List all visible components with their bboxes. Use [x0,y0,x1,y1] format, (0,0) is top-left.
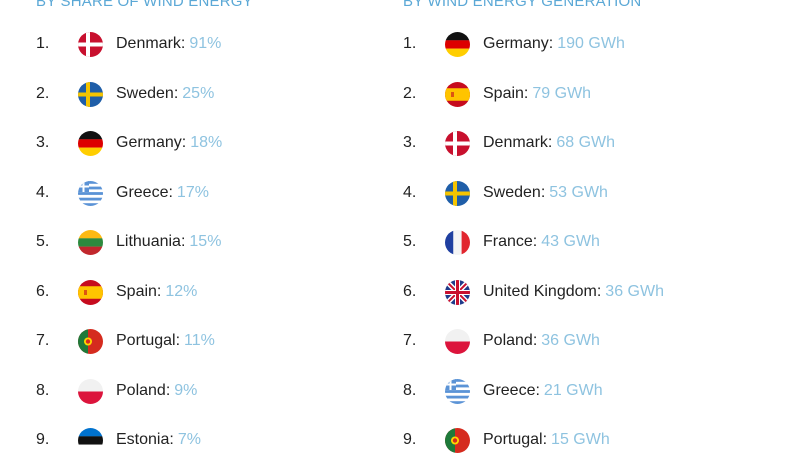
ranking-row-poland: 8. Poland: 9% [36,376,197,406]
spain-flag-icon [78,279,103,305]
portugal-flag-icon [78,328,103,354]
ranking-value: 7% [177,431,201,448]
ranking-row-poland: 7. Poland: 36 GWh [403,326,600,356]
ranking-value: 68 GWh [556,134,616,151]
portugal-flag-icon [445,427,470,453]
rank-number: 1. [36,35,50,52]
country-name: Estonia: [116,431,174,448]
generation-ranking-title: BY WIND ENERGY GENERATION [403,0,642,10]
rank-number: 3. [36,134,50,151]
ranking-value: 190 GWh [557,35,625,52]
ranking-value: 11% [184,332,215,349]
ranking-row-spain: 6. Spain: 12% [36,277,197,307]
rank-number: 2. [403,85,417,102]
ranking-row-estonia: 9. Estonia: 7% [36,425,201,455]
country-name: Greece: [483,382,540,399]
country-name: Spain: [116,283,162,300]
greece-flag-icon [78,180,103,206]
rank-number: 9. [403,431,417,448]
ranking-row-lithuania: 5. Lithuania: 15% [36,227,221,257]
poland-flag-icon [445,328,470,354]
ranking-row-denmark: 3. Denmark: 68 GWh [403,128,615,158]
country-name: Sweden: [483,184,546,201]
rank-number: 4. [403,184,417,201]
rank-number: 8. [36,382,50,399]
united-kingdom-flag-icon [445,279,470,305]
rank-number: 4. [36,184,50,201]
ranking-value: 36 GWh [541,332,600,349]
poland-flag-icon [78,378,103,404]
country-name: Poland: [116,382,171,399]
ranking-row-portugal: 9. Portugal: 15 GWh [403,425,610,455]
sweden-flag-icon [78,81,103,107]
ranking-value: 9% [174,382,198,399]
country-name: United Kingdom: [483,283,602,300]
country-name: Portugal: [483,431,548,448]
rank-number: 6. [403,283,417,300]
ranking-row-united-kingdom: 6. United Kingdom: 36 GWh [403,277,664,307]
ranking-row-greece: 4. Greece: 17% [36,178,209,208]
ranking-row-sweden: 2. Sweden: 25% [36,79,214,109]
country-name: France: [483,233,538,250]
ranking-row-france: 5. France: 43 GWh [403,227,600,257]
country-name: Spain: [483,85,529,102]
ranking-value: 18% [190,134,223,151]
denmark-flag-icon [78,31,103,57]
spain-flag-icon [445,81,470,107]
generation-ranking-column: BY WIND ENERGY GENERATION 1. Germany: 190 … [403,0,763,453]
rank-number: 1. [403,35,417,52]
rank-number: 7. [36,332,50,349]
rank-number: 7. [403,332,417,349]
germany-flag-icon [78,130,103,156]
ranking-value: 12% [165,283,198,300]
country-name: Germany: [116,134,187,151]
ranking-value: 53 GWh [549,184,608,201]
rank-number: 5. [36,233,50,250]
ranking-value: 36 GWh [605,283,664,300]
rank-number: 2. [36,85,50,102]
rank-number: 6. [36,283,50,300]
ranking-value: 43 GWh [541,233,600,250]
rank-number: 9. [36,431,50,448]
ranking-row-germany: 3. Germany: 18% [36,128,222,158]
ranking-row-denmark: 1. Denmark: 91% [36,29,221,59]
germany-flag-icon [445,31,470,57]
country-name: Lithuania: [116,233,186,250]
share-ranking-column: BY SHARE OF WIND ENERGY 1. Denmark: 91% 2. S… [36,0,396,453]
ranking-value: 17% [176,184,209,201]
estonia-flag-icon [78,427,103,453]
ranking-row-spain: 2. Spain: 79 GWh [403,79,591,109]
ranking-value: 21 GWh [543,382,603,399]
country-name: Denmark: [483,134,553,151]
ranking-row-greece: 8. Greece: 21 GWh [403,376,603,406]
ranking-row-germany: 1. Germany: 190 GWh [403,29,625,59]
ranking-row-portugal: 7. Portugal: 11% [36,326,215,356]
country-name: Denmark: [116,35,186,52]
country-name: Portugal: [116,332,181,349]
share-ranking-title: BY SHARE OF WIND ENERGY [36,0,253,10]
ranking-row-sweden: 4. Sweden: 53 GWh [403,178,608,208]
rank-number: 8. [403,382,417,399]
lithuania-flag-icon [78,229,103,255]
sweden-flag-icon [445,180,470,206]
ranking-value: 15 GWh [551,431,610,448]
rank-number: 3. [403,134,417,151]
france-flag-icon [445,229,470,255]
country-name: Poland: [483,332,538,349]
ranking-value: 25% [182,85,215,102]
denmark-flag-icon [445,130,470,156]
ranking-value: 79 GWh [532,85,592,102]
rank-number: 5. [403,233,417,250]
ranking-value: 91% [189,35,222,52]
ranking-value: 15% [189,233,222,250]
country-name: Germany: [483,35,554,52]
country-name: Sweden: [116,85,179,102]
country-name: Greece: [116,184,173,201]
greece-flag-icon [445,378,470,404]
